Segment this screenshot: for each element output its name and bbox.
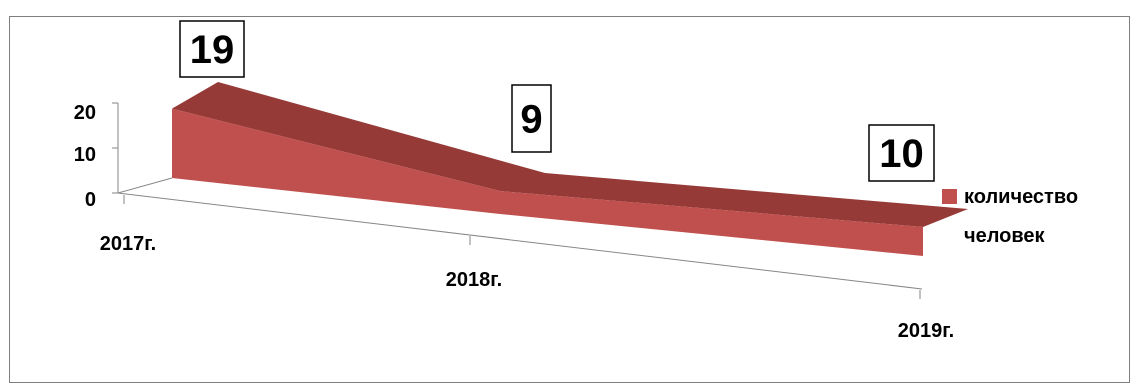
y-axis-labels: 0 10 20 xyxy=(74,102,96,211)
y-tick-label: 10 xyxy=(74,144,96,166)
area-top-face xyxy=(172,82,968,227)
data-labels: 19 9 10 xyxy=(179,20,935,182)
chart-series xyxy=(172,82,968,257)
chart-axes xyxy=(112,102,923,299)
area-front-face xyxy=(172,108,923,257)
legend-label-line2: человек xyxy=(964,225,1046,247)
data-label: 10 xyxy=(879,132,924,176)
floor-edge-left xyxy=(117,177,173,194)
x-axis-line xyxy=(117,192,923,290)
x-tick-label: 2017г. xyxy=(100,233,156,255)
legend: количество человек xyxy=(942,186,1078,247)
data-label-box xyxy=(511,84,552,153)
legend-swatch xyxy=(942,189,957,204)
y-tick-label: 0 xyxy=(85,189,96,211)
legend-label-line1: количество xyxy=(964,186,1078,208)
data-label: 19 xyxy=(190,28,235,72)
x-axis-labels: 2017г. 2018г. 2019г. xyxy=(100,233,954,342)
data-label-box xyxy=(868,124,935,182)
y-tick-label: 20 xyxy=(74,102,96,124)
x-tick-label: 2019г. xyxy=(898,320,954,342)
data-label: 9 xyxy=(520,98,542,142)
data-label-box xyxy=(179,20,245,78)
x-tick-label: 2018г. xyxy=(446,269,502,291)
